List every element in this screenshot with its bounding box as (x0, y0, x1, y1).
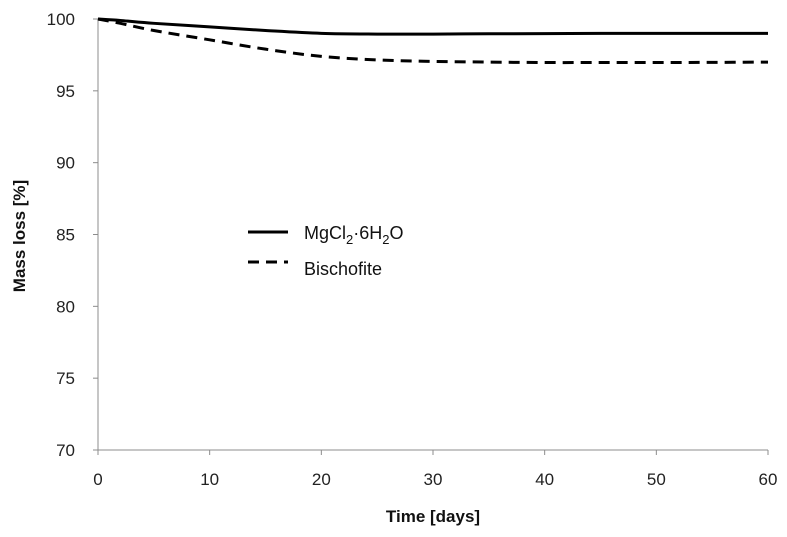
x-ticks: 0 10 20 30 40 50 60 (93, 450, 777, 489)
legend-label-bischofite: Bischofite (304, 259, 382, 279)
series-line-bischofite (97, 17, 769, 65)
legend: MgCl2·6H2O Bischofite (248, 223, 404, 279)
x-tick-label: 60 (759, 470, 778, 489)
axes (97, 19, 768, 451)
x-tick-label: 10 (200, 470, 219, 489)
y-tick-label: 80 (56, 297, 75, 316)
y-ticks: 70 75 80 85 90 95 100 (47, 10, 98, 460)
series-line-mgcl2 (97, 17, 768, 36)
y-tick-label: 90 (56, 154, 75, 173)
x-tick-label: 50 (647, 470, 666, 489)
series-layer (97, 17, 769, 65)
y-tick-label: 70 (56, 441, 75, 460)
x-tick-label: 0 (93, 470, 102, 489)
y-tick-label: 95 (56, 82, 75, 101)
x-axis-title: Time [days] (386, 507, 480, 526)
x-tick-label: 40 (535, 470, 554, 489)
y-tick-label: 85 (56, 226, 75, 245)
x-tick-label: 30 (424, 470, 443, 489)
y-tick-label: 100 (47, 10, 75, 29)
legend-label-mgcl2: MgCl2·6H2O (304, 223, 404, 247)
x-tick-label: 20 (312, 470, 331, 489)
y-axis-title: Mass loss [%] (10, 180, 29, 292)
y-tick-label: 75 (56, 369, 75, 388)
